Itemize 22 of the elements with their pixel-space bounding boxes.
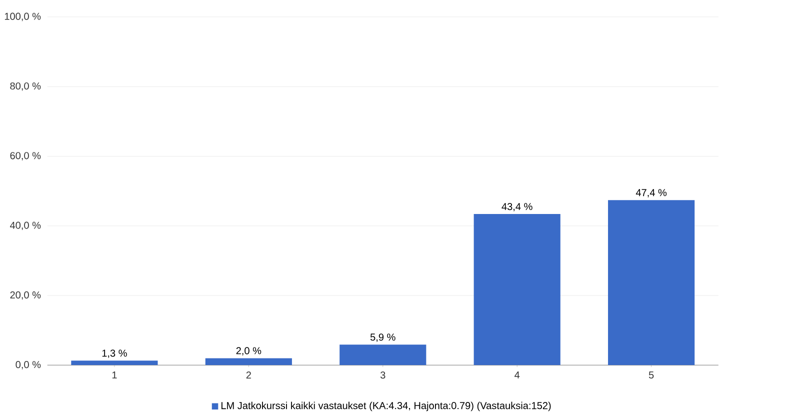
x-tick-label: 4 [514,372,520,378]
y-tick-label: 100,0 % [4,12,41,22]
y-tick-label: 20,0 % [10,291,41,300]
y-tick-label: 80,0 % [10,82,41,91]
y-tick-label: 60,0 % [10,152,41,160]
bar [608,200,695,366]
data-label: 43,4 % [502,203,532,212]
y-tick-label: 40,0 % [10,222,41,230]
y-tick-label: 0,0 % [16,361,41,370]
bar [340,344,426,366]
data-label: 1,3 % [102,350,127,358]
bar [205,358,292,366]
data-label: 5,9 % [370,334,396,342]
data-label: 47,4 % [636,189,667,198]
x-tick-label: 5 [648,372,654,379]
x-tick-label: 1 [112,372,117,378]
x-tick-label: 2 [246,372,251,379]
legend-label: LM Jatkokurssi kaikki vastaukset (KA:4.34, Hajonta:0.79) (Vastauksia:152) [221,402,551,412]
bar [71,360,158,366]
data-label: 2,0 % [236,347,262,356]
x-tick-label: 3 [380,372,386,379]
bar [474,214,560,366]
